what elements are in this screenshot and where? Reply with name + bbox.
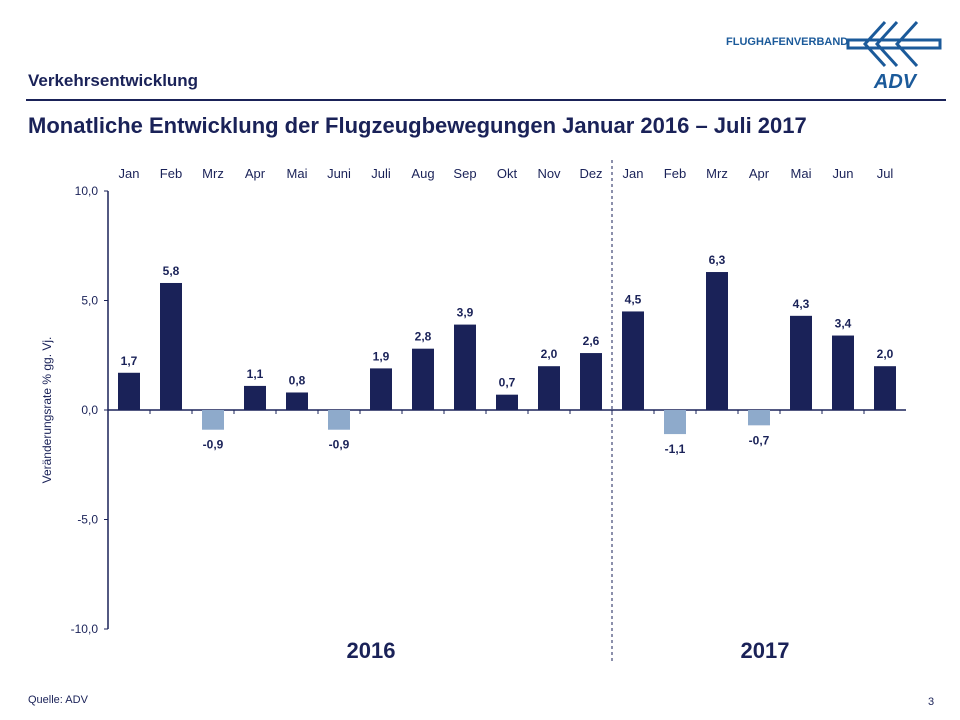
section-title: Verkehrsentwicklung <box>28 71 199 90</box>
data-label: 0,8 <box>289 373 306 387</box>
bar <box>412 348 434 410</box>
adv-logo: ADV <box>846 20 942 90</box>
x-tick-label: Jan <box>119 166 140 181</box>
data-label: 6,3 <box>709 253 726 267</box>
x-tick-label: Mai <box>791 166 812 181</box>
x-tick-label: Mrz <box>706 166 728 181</box>
data-label: 4,5 <box>625 292 642 306</box>
data-label: 2,0 <box>541 347 558 361</box>
bar <box>286 392 308 410</box>
bar <box>748 410 770 426</box>
data-label: -1,1 <box>665 442 686 456</box>
chart-title: Monatliche Entwicklung der Flugzeugbeweg… <box>28 113 807 138</box>
bar <box>538 366 560 410</box>
y-axis-label: Veränderungsrate % gg. Vj. <box>40 337 54 484</box>
x-tick-label: Okt <box>497 166 518 181</box>
x-tick-label: Feb <box>664 166 686 181</box>
data-label: 1,1 <box>247 367 264 381</box>
data-label: 2,8 <box>415 330 432 344</box>
x-tick-label: Jul <box>877 166 894 181</box>
bar <box>496 394 518 410</box>
data-label: 1,7 <box>121 354 138 368</box>
x-tick-label: Dez <box>579 166 602 181</box>
group-label-2017: 2017 <box>741 638 790 663</box>
x-tick-label: Jun <box>833 166 854 181</box>
data-label: 2,0 <box>877 347 894 361</box>
source-note: Quelle: ADV <box>28 694 88 706</box>
bar <box>832 335 854 410</box>
page-number: 3 <box>928 696 935 708</box>
x-tick-label: Juli <box>371 166 391 181</box>
bar <box>874 366 896 410</box>
bar <box>664 410 686 435</box>
svg-text:ADV: ADV <box>873 71 918 90</box>
data-label: 1,9 <box>373 349 390 363</box>
data-label: 3,9 <box>457 306 474 320</box>
bar <box>622 311 644 410</box>
bar <box>790 315 812 410</box>
x-tick-label: Aug <box>411 166 434 181</box>
bar <box>328 410 350 430</box>
x-tick-label: Jan <box>623 166 644 181</box>
x-tick-label: Apr <box>749 166 770 181</box>
x-tick-label: Apr <box>245 166 266 181</box>
y-tick-label: -10,0 <box>71 622 99 636</box>
bar <box>580 353 602 410</box>
y-tick-label: 10,0 <box>75 184 99 198</box>
data-label: 2,6 <box>583 334 600 348</box>
bar <box>202 410 224 430</box>
logo-text: FLUGHAFENVERBAND <box>726 36 849 48</box>
group-label-2016: 2016 <box>347 638 396 663</box>
bar <box>706 272 728 410</box>
data-label: -0,9 <box>329 438 350 452</box>
data-label: 0,7 <box>499 376 516 390</box>
data-label: 4,3 <box>793 297 810 311</box>
bar <box>244 385 266 410</box>
y-tick-label: -5,0 <box>77 513 98 527</box>
data-label: -0,9 <box>203 438 224 452</box>
bar <box>370 368 392 410</box>
bar <box>160 282 182 410</box>
bar <box>118 372 140 410</box>
x-tick-label: Mrz <box>202 166 224 181</box>
bar <box>454 324 476 410</box>
x-tick-label: Sep <box>453 166 476 181</box>
header-divider <box>26 99 946 101</box>
x-tick-label: Nov <box>537 166 561 181</box>
bar-chart: Veränderungsrate % gg. Vj. 10,0 5,0 0,0 -5,… <box>40 160 906 664</box>
x-tick-label: Juni <box>327 166 351 181</box>
data-label: 3,4 <box>835 317 852 331</box>
data-label: -0,7 <box>749 433 770 447</box>
data-label: 5,8 <box>163 264 180 278</box>
y-tick-label: 5,0 <box>81 294 98 308</box>
x-tick-label: Feb <box>160 166 182 181</box>
y-tick-label: 0,0 <box>81 403 98 417</box>
x-tick-label: Mai <box>287 166 308 181</box>
